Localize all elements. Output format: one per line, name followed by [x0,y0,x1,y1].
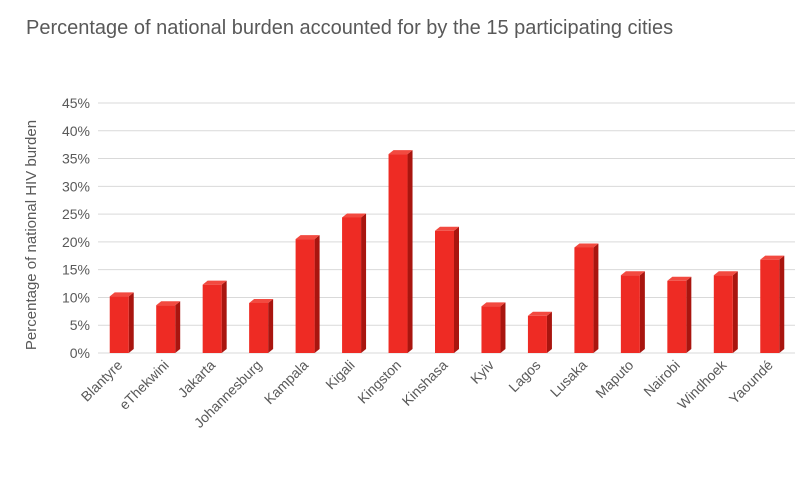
bar-side [221,280,227,353]
bar-side [593,243,599,353]
bar-top [202,280,227,285]
bar-side [732,271,738,353]
bar-kyiv [481,306,501,353]
bar-top [295,235,320,240]
bar-maputo [620,275,640,353]
bar-ethekwini [156,305,176,353]
bar-lusaka [574,247,594,353]
bar-kinshasa [435,230,454,353]
chart-title: Percentage of national burden accounted … [26,17,674,39]
bar-side [407,150,413,353]
y-tick-label: 30% [62,178,90,194]
bar-side [779,255,785,353]
bar-kampala [295,239,315,353]
bar-side [268,299,274,353]
bar-top [481,302,506,307]
bar-lagos [527,315,547,353]
bar-top [435,226,459,231]
x-tick-label: Kingston [354,357,404,407]
y-tick-label: 0% [70,345,90,361]
bar-kingston [388,154,408,353]
bar-top [156,301,181,306]
x-tick-label: Lusaka [547,357,590,400]
bar-side [686,276,692,353]
y-axis-ticks: 0% 5% 10% 15% 20% 25% 30% 35% 40% 45% [62,95,90,361]
x-tick-label: Windhoek [674,356,730,412]
y-axis-label: Percentage of national HIV burden [23,120,40,350]
bar-top [620,271,645,276]
bar-top [342,213,367,218]
bar-jakarta [202,284,222,353]
bar-side [639,271,645,353]
x-tick-label: Kinshasa [399,357,451,409]
x-tick-label: Yaoundé [726,357,776,407]
y-tick-label: 20% [62,234,90,250]
bar-yaound- [760,259,780,353]
x-tick-label: Lagos [505,357,543,395]
x-tick-label: Kigali [322,357,358,393]
bar-kigali [342,217,362,353]
bar-top [249,299,274,303]
bar-nairobi [667,280,687,353]
bar-top [109,292,134,297]
bar-top [574,243,599,248]
bar-side [175,301,181,353]
y-tick-label: 40% [62,123,90,139]
bars [109,150,785,353]
bar-top [760,255,785,260]
bar-top [388,150,413,155]
bar-johannesburg [249,303,269,353]
bar-top [713,271,738,276]
bar-blantyre [109,296,129,353]
x-tick-label: Blantyre [78,357,126,405]
y-tick-label: 25% [62,206,90,222]
bar-side [500,302,506,353]
bar-windhoek [713,275,733,353]
x-tick-label: Kampala [261,357,312,408]
y-tick-label: 5% [70,317,90,333]
bar-side [546,311,552,353]
x-tick-label: Maputo [592,357,636,401]
x-tick-label: Kyiv [467,357,497,387]
y-tick-label: 45% [62,95,90,111]
x-tick-label: eThekwini [116,357,172,413]
bar-top [667,276,692,281]
bar-side [128,292,134,353]
y-tick-label: 15% [62,262,90,278]
y-tick-label: 10% [62,289,90,305]
x-tick-label: Jakarta [175,357,219,401]
y-tick-label: 35% [62,151,90,167]
bar-side [314,235,320,353]
bar-top [527,311,552,316]
bar-side [361,213,367,353]
bar-side [454,226,459,353]
x-tick-label: Nairobi [640,357,683,400]
